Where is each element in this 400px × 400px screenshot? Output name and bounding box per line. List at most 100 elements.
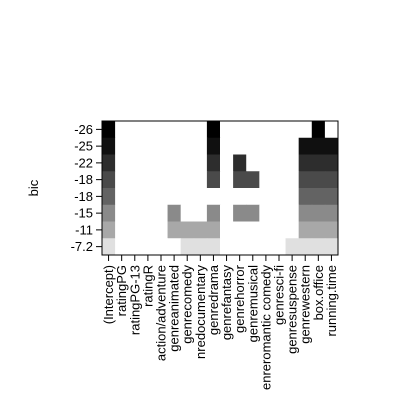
y-tick-label: -7.2 (71, 239, 93, 254)
heatmap-cell (246, 188, 260, 206)
heatmap-cell (233, 154, 247, 172)
heatmap-cell (154, 204, 168, 222)
heatmap-cell (220, 221, 234, 239)
heatmap-cell (259, 171, 273, 189)
y-tick-label: -25 (74, 139, 93, 154)
heatmap-cell (285, 171, 300, 189)
heatmap-cell (206, 137, 221, 155)
x-tick-label: action/adventure (154, 265, 169, 361)
heatmap-cell (154, 154, 168, 172)
x-tick-label: genrefantasy (219, 265, 234, 341)
x-tick-label: genrecomedy (180, 265, 195, 344)
plot-frame (101, 120, 339, 256)
heatmap-cell (193, 221, 208, 239)
y-tick-label: -18 (74, 172, 93, 187)
heatmap-cell (298, 204, 313, 222)
heatmap-cell (324, 121, 339, 139)
heatmap-cell (298, 188, 313, 206)
x-axis: (Intercept)ratingPGratingPG-13ratingRact… (101, 255, 339, 390)
heatmap-cell (285, 137, 300, 155)
x-tick-label: enreromantic comedy (258, 265, 273, 390)
heatmap-cell (154, 188, 168, 206)
heatmap-cell (115, 121, 129, 139)
heatmap-cell (141, 238, 155, 256)
heatmap-cell (311, 221, 326, 239)
x-tick-label: nredocumentary (193, 265, 208, 359)
heatmap-cell (220, 204, 234, 222)
heatmap-cell (102, 154, 116, 172)
heatmap-cell (141, 171, 155, 189)
heatmap-cell (259, 221, 273, 239)
heatmap-cell (324, 238, 339, 256)
heatmap-cell (154, 238, 168, 256)
heatmap-cell (324, 154, 339, 172)
heatmap-cell (285, 204, 300, 222)
heatmap-cell (206, 171, 221, 189)
x-tick-label: ratingPG (114, 265, 129, 316)
heatmap-cell (180, 171, 195, 189)
x-tick-label: ratingPG-13 (127, 265, 142, 335)
heatmap-cell (193, 188, 208, 206)
y-tick-label: -22 (74, 155, 93, 170)
heatmap-cell (102, 171, 116, 189)
heatmap-cell (128, 137, 142, 155)
heatmap-cell (298, 121, 313, 139)
heatmap-cell (167, 238, 182, 256)
x-tick-label: ratingR (140, 265, 155, 307)
y-axis-label: bic (26, 179, 41, 196)
heatmap-cell (102, 137, 116, 155)
heatmap-cell (324, 204, 339, 222)
heatmap-cell (311, 121, 326, 139)
heatmap-cell (246, 171, 260, 189)
heatmap-cell (259, 137, 273, 155)
heatmap-cell (102, 221, 116, 239)
heatmap-cell (102, 188, 116, 206)
heatmap-cell (141, 121, 155, 139)
heatmap-cell (102, 204, 116, 222)
heatmap-cell (154, 171, 168, 189)
heatmap-cell (220, 121, 234, 139)
heatmap-cell (193, 238, 208, 256)
heatmap-cell (180, 121, 195, 139)
heatmap-cell (259, 188, 273, 206)
heatmap-cell (115, 204, 129, 222)
heatmap-cell (128, 188, 142, 206)
heatmap-cell (141, 204, 155, 222)
heatmap-cell (220, 137, 234, 155)
heatmap-cell (259, 238, 273, 256)
heatmap-cell (180, 204, 195, 222)
heatmap-cell (233, 121, 247, 139)
heatmap-cell (102, 121, 116, 139)
heatmap-cell (272, 154, 286, 172)
x-tick-label: genrewestern (298, 265, 313, 344)
heatmap-cell (272, 188, 286, 206)
heatmap-cell (180, 221, 195, 239)
heatmap-cell (220, 171, 234, 189)
heatmap-cell (298, 221, 313, 239)
heatmap-cell (298, 137, 313, 155)
heatmap-cell (272, 238, 286, 256)
heatmap-cell (193, 204, 208, 222)
heatmap-cell (206, 154, 221, 172)
x-tick-label: genresuspense (285, 265, 300, 354)
heatmap-cell (115, 238, 129, 256)
heatmap-cell (193, 121, 208, 139)
heatmap-cell (193, 137, 208, 155)
heatmap-cell (272, 171, 286, 189)
heatmap-cell (233, 204, 247, 222)
x-tick-label: genredrama (206, 264, 221, 335)
heatmap-cell (285, 221, 300, 239)
x-tick-label: genreanimated (167, 265, 182, 352)
heatmap-cell (272, 221, 286, 239)
heatmap-cell (193, 154, 208, 172)
heatmap-cell (324, 137, 339, 155)
heatmap-cell (220, 154, 234, 172)
heatmap-cell (115, 221, 129, 239)
heatmap-cell (259, 204, 273, 222)
heatmap-cell (115, 137, 129, 155)
heatmap-cell (246, 238, 260, 256)
heatmap-cell (154, 121, 168, 139)
heatmap-cell (246, 121, 260, 139)
heatmap-cell (141, 154, 155, 172)
heatmap-cell (167, 188, 182, 206)
